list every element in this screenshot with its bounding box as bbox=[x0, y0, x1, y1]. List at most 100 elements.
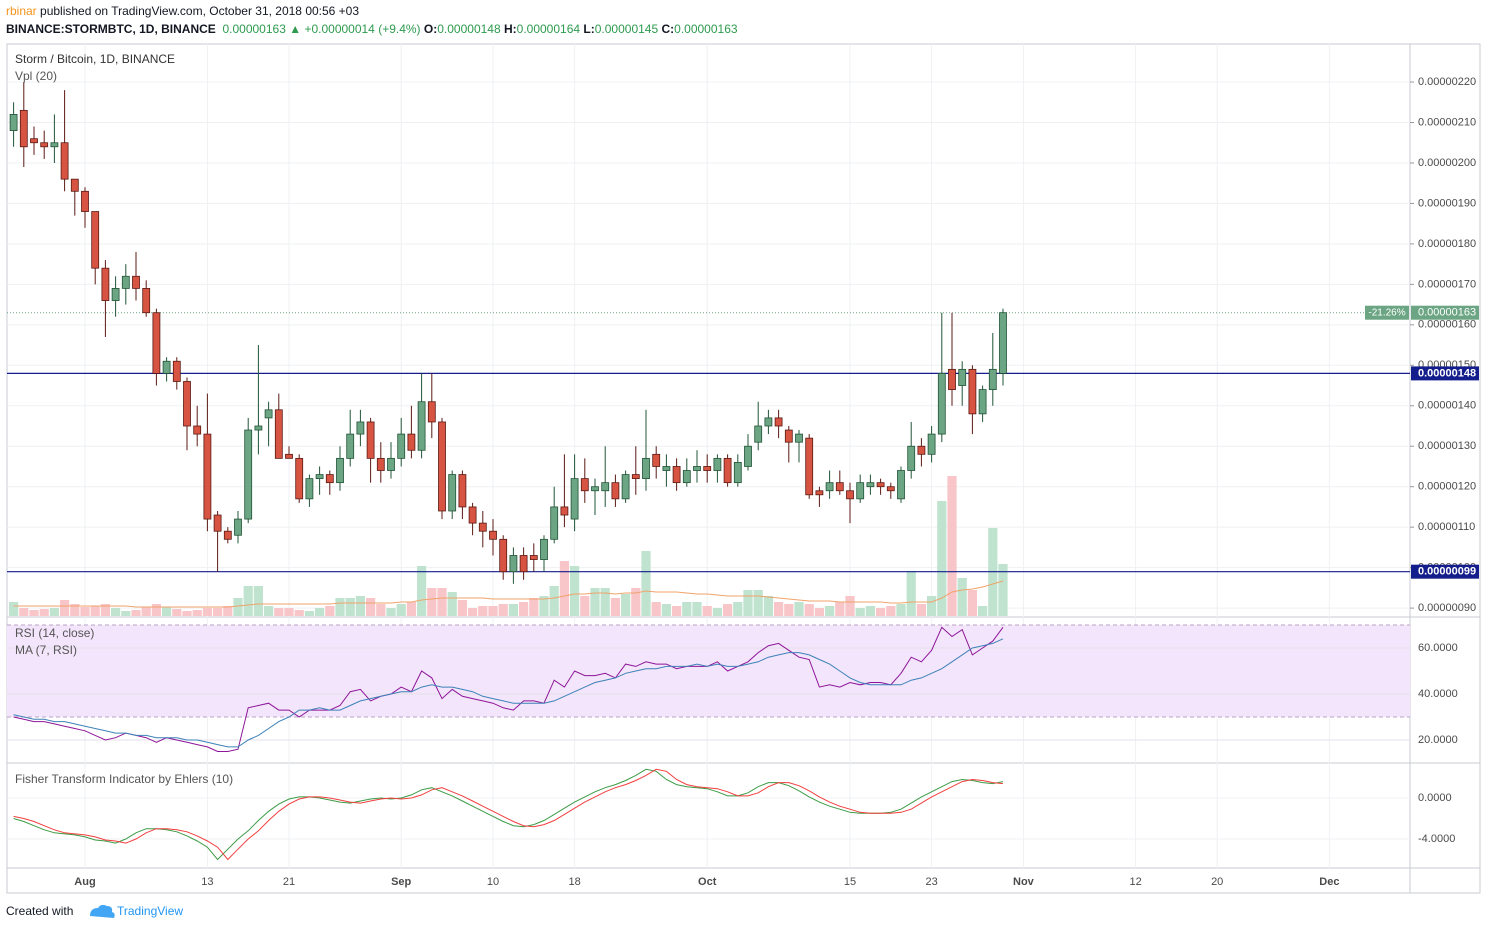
symbol-line: BINANCE:STORMBTC, 1D, BINANCE 0.00000163… bbox=[6, 22, 738, 36]
x-tick-label: 13 bbox=[201, 876, 213, 888]
candle-body bbox=[203, 433, 212, 520]
volume-bar bbox=[488, 606, 498, 616]
candle-body bbox=[825, 482, 834, 492]
volume-ma bbox=[13, 580, 1004, 608]
volume-bar bbox=[661, 604, 671, 616]
publish-line: rbinar published on TradingView.com, Oct… bbox=[6, 4, 359, 18]
candle-body bbox=[183, 381, 191, 427]
volume-bar bbox=[284, 608, 294, 616]
volume-bar bbox=[100, 604, 110, 616]
x-tick-label: 21 bbox=[283, 876, 295, 888]
candle-body bbox=[152, 312, 161, 374]
volume-bar bbox=[978, 606, 988, 616]
volume-bar bbox=[876, 608, 886, 616]
candle-body bbox=[540, 538, 548, 560]
y-tick-label: 0.00000220 bbox=[1418, 76, 1476, 88]
candle-body bbox=[835, 482, 844, 492]
y-tick-label: 0.00000170 bbox=[1418, 278, 1476, 290]
last-price-label: 0.00000163 bbox=[1418, 307, 1476, 319]
x-tick-label: Nov bbox=[1013, 876, 1035, 888]
volume-bar bbox=[335, 598, 345, 616]
candle-body bbox=[988, 368, 997, 390]
candle-body bbox=[234, 518, 242, 536]
ohlc: O:0.00000148 H:0.00000164 L:0.00000145 C… bbox=[424, 22, 738, 36]
volume-bar bbox=[549, 586, 559, 616]
price-tag bbox=[1411, 366, 1479, 381]
candle-body bbox=[917, 445, 926, 455]
candle-body bbox=[417, 401, 426, 451]
candle-body bbox=[254, 425, 263, 431]
candle-body bbox=[448, 474, 457, 512]
volume-bar bbox=[70, 604, 80, 616]
candle-body bbox=[764, 417, 773, 427]
volume-bar bbox=[774, 602, 784, 616]
volume-bar bbox=[825, 606, 835, 616]
frame bbox=[6, 43, 1481, 894]
volume-bar bbox=[580, 596, 590, 616]
candle-body bbox=[132, 275, 140, 289]
arrow: ▲ bbox=[289, 22, 302, 36]
volume-bar bbox=[253, 586, 263, 616]
x-tick-label: 12 bbox=[1129, 876, 1141, 888]
candle-body bbox=[591, 486, 599, 492]
ohlc-key: H: bbox=[503, 22, 517, 36]
candle-body bbox=[907, 445, 916, 471]
candle-body bbox=[397, 433, 406, 459]
y-tick-label: 0.00000210 bbox=[1418, 116, 1476, 128]
volume-bar bbox=[417, 566, 427, 616]
y-tick-label: 60.0000 bbox=[1418, 642, 1458, 654]
volume-bar bbox=[131, 610, 141, 616]
volume-bar bbox=[427, 588, 437, 616]
rsi-legend: RSI (14, close) bbox=[15, 626, 94, 640]
plot: Aug 13 21 Sep 10 18 Oct 15 23 Nov 12 20 Dec 0.0000009… bbox=[7, 76, 1479, 888]
volume-bar bbox=[784, 604, 794, 616]
volume-bar bbox=[111, 608, 121, 616]
volume-bar bbox=[213, 608, 223, 616]
volume-bar bbox=[19, 608, 29, 616]
rsi-ma-legend: MA (7, RSI) bbox=[15, 643, 77, 657]
candle-body bbox=[356, 421, 365, 435]
ohlc-value: 0.00000148 bbox=[437, 22, 501, 36]
candle-body bbox=[274, 409, 283, 459]
candle-body bbox=[744, 445, 752, 467]
author[interactable]: rbinar bbox=[6, 4, 37, 18]
volume-bar bbox=[631, 588, 641, 616]
candle-body bbox=[427, 401, 436, 423]
candle-body bbox=[325, 474, 334, 484]
volume-bar bbox=[804, 604, 814, 616]
candle-body bbox=[795, 433, 803, 443]
candle-body bbox=[142, 288, 151, 314]
candle-body bbox=[509, 555, 518, 573]
labels: Storm / Bitcoin, 1D, BINANCE Vpl (20) RS… bbox=[15, 52, 233, 786]
candle-body bbox=[550, 506, 559, 540]
brand[interactable]: TradingView bbox=[117, 904, 183, 918]
candle-body bbox=[784, 429, 793, 443]
candle-body bbox=[111, 288, 120, 301]
volume-bar bbox=[937, 501, 947, 616]
candle-body bbox=[723, 457, 732, 484]
candle-body bbox=[30, 138, 38, 144]
y-tick-label: 0.00000180 bbox=[1418, 238, 1476, 250]
volume-bar bbox=[692, 602, 702, 616]
candle-body bbox=[856, 482, 865, 500]
symbol: BINANCE:STORMBTC, 1D, BINANCE bbox=[6, 22, 216, 36]
price-tag-label: 0.00000148 bbox=[1418, 367, 1476, 379]
candle-body bbox=[642, 457, 650, 480]
x-tick-label: 20 bbox=[1211, 876, 1223, 888]
candle-body bbox=[866, 482, 875, 488]
rsi-line bbox=[13, 638, 1004, 748]
candle-body bbox=[611, 482, 620, 500]
x-tick-label: 23 bbox=[925, 876, 937, 888]
x-tick-label: Dec bbox=[1319, 876, 1339, 888]
candle-body bbox=[499, 538, 508, 573]
candle-body bbox=[570, 478, 579, 520]
candle-body bbox=[285, 453, 293, 459]
candle-body bbox=[305, 478, 314, 500]
candle-body bbox=[9, 114, 18, 131]
candle-body bbox=[162, 360, 171, 374]
candle-body bbox=[376, 457, 385, 471]
candle-body bbox=[968, 368, 977, 415]
volume-bar bbox=[794, 602, 804, 616]
volume-bar bbox=[294, 610, 304, 616]
volume-bar bbox=[29, 610, 39, 616]
